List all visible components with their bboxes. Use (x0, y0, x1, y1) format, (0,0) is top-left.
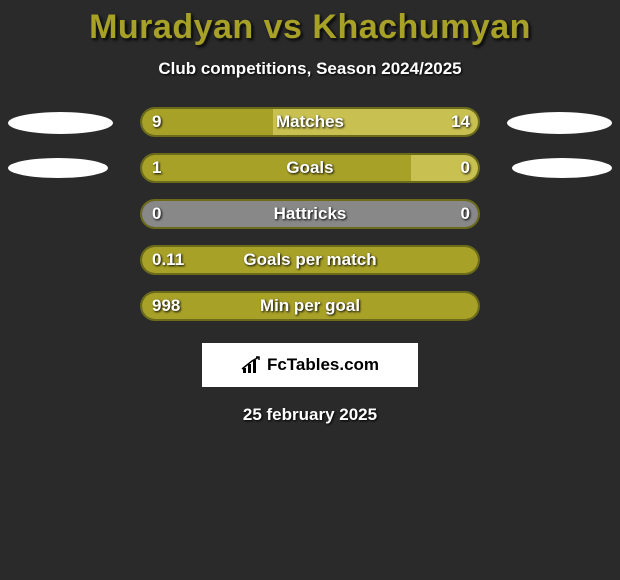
stat-left-value: 998 (152, 291, 180, 321)
stat-row: 0.11 Goals per match (0, 245, 620, 291)
stat-right-value: 14 (451, 107, 470, 137)
stat-left-value: 0 (152, 199, 161, 229)
stat-left-value: 1 (152, 153, 161, 183)
stat-label: Min per goal (260, 291, 360, 321)
player-marker-left (8, 112, 113, 134)
stat-row: 9 14 Matches (0, 107, 620, 153)
player-marker-left (8, 158, 108, 178)
stat-right-value: 0 (461, 153, 470, 183)
stat-row: 0 0 Hattricks (0, 199, 620, 245)
player-marker-right (512, 158, 612, 178)
stat-label: Matches (276, 107, 344, 137)
stat-label: Hattricks (274, 199, 347, 229)
stat-label: Goals per match (243, 245, 376, 275)
stat-label: Goals (286, 153, 333, 183)
chart-icon (241, 356, 263, 374)
page-title: Muradyan vs Khachumyan (0, 0, 620, 47)
date-label: 25 february 2025 (0, 405, 620, 425)
logo-text: FcTables.com (267, 355, 379, 375)
page-subtitle: Club competitions, Season 2024/2025 (0, 59, 620, 79)
stat-row: 998 Min per goal (0, 291, 620, 337)
stat-bar-left (142, 109, 273, 135)
stat-right-value: 0 (461, 199, 470, 229)
logo-box: FcTables.com (202, 343, 418, 387)
stats-rows: 9 14 Matches 1 0 Goals 0 0 Hattricks 0.11 Goals pe… (0, 107, 620, 337)
player-marker-right (507, 112, 612, 134)
stat-left-value: 0.11 (152, 245, 184, 275)
stat-left-value: 9 (152, 107, 161, 137)
stat-row: 1 0 Goals (0, 153, 620, 199)
stat-bar-left (142, 155, 411, 181)
